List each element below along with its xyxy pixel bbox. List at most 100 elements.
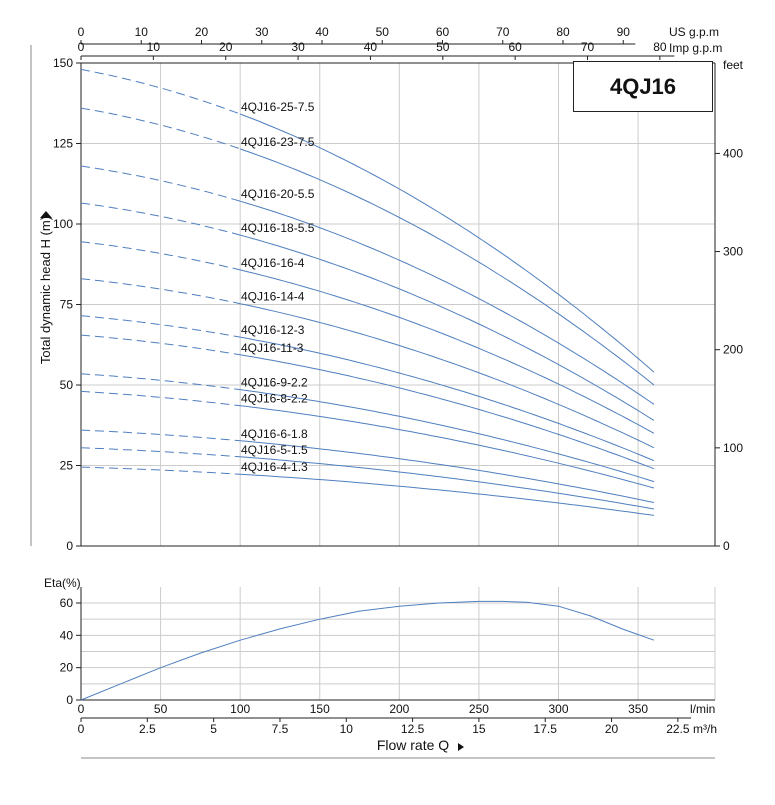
head-curve [240,303,655,449]
eta-y-tick-label: 60 [60,596,74,610]
us-gpm-tick-label: 90 [617,25,631,39]
head-curve-dashed [80,373,241,391]
imp-gpm-tick-label: 60 [508,40,522,54]
head-y-tick-label: 25 [60,459,74,473]
imp-gpm-tick-label: 50 [436,40,450,54]
us-gpm-tick-label: 10 [135,25,149,39]
m3h-tick-label: 12.5 [401,722,425,736]
m3h-tick-label: 7.5 [272,722,289,736]
lpm-tick-label: 0 [78,702,85,716]
curve-label: 4QJ16-6-1.8 [241,427,308,441]
us-gpm-tick-label: 40 [315,25,329,39]
m3h-tick-label: 22.5 [666,722,690,736]
feet-tick-label: 0 [723,539,730,553]
head-curve [240,269,655,434]
head-y-tick-label: 125 [53,137,73,151]
head-curve [240,354,655,470]
head-y-tick-label: 75 [60,298,74,312]
imp-gpm-tick-label: 70 [581,40,595,54]
lpm-tick-label: 250 [469,702,489,716]
lpm-tick-label: 100 [230,702,250,716]
lpm-tick-label: 350 [628,702,648,716]
eta-axis-title: Eta(%) [44,576,81,590]
m3h-tick-label: 0 [78,722,85,736]
head-y-tick-label: 50 [60,378,74,392]
m3h-tick-label: 20 [605,722,619,736]
us-gpm-unit: US g.p.m [669,25,719,39]
head-curve-dashed [80,466,241,475]
m3h-tick-label: 15 [472,722,486,736]
m3h-tick-label: 10 [340,722,354,736]
m3h-unit: m³/h [693,722,717,736]
eta-curve [80,600,655,701]
flow-rate-arrow-icon [458,743,464,751]
lpm-unit: l/min [690,702,715,716]
curve-label: 4QJ16-25-7.5 [241,100,315,114]
model-title-box: 4QJ16 [573,61,713,112]
curve-label: 4QJ16-12-3 [241,323,305,337]
us-gpm-tick-label: 60 [436,25,450,39]
head-curve-dashed [80,241,241,271]
head-y-tick-label: 100 [53,217,73,231]
curve-label: 4QJ16-23-7.5 [241,135,315,149]
head-axis-title: Total dynamic head H (m) [38,216,53,364]
feet-tick-label: 100 [723,441,743,455]
head-curve [240,456,655,510]
head-y-tick-label: 150 [53,56,73,70]
flow-rate-title: Flow rate Q [377,737,449,753]
curve-label: 4QJ16-14-4 [241,290,305,304]
curve-label: 4QJ16-9-2.2 [241,376,308,390]
head-curve [240,440,655,503]
head-axis-arrow-icon [40,211,52,218]
head-curve [240,336,655,462]
curve-label: 4QJ16-16-4 [241,256,305,270]
us-gpm-tick-label: 30 [255,25,269,39]
m3h-tick-label: 17.5 [534,722,558,736]
lpm-tick-label: 150 [310,702,330,716]
head-curve [240,473,655,516]
eta-y-tick-label: 20 [60,661,74,675]
feet-unit-label: feet [723,58,744,72]
us-gpm-tick-label: 0 [78,25,85,39]
feet-tick-label: 300 [723,245,743,259]
us-gpm-tick-label: 50 [376,25,390,39]
imp-gpm-tick-label: 0 [78,40,85,54]
eta-y-tick-label: 40 [60,628,74,642]
imp-gpm-tick-label: 20 [219,40,233,54]
curve-label: 4QJ16-8-2.2 [241,392,308,406]
lpm-tick-label: 300 [548,702,568,716]
head-curve-dashed [80,390,241,407]
m3h-tick-label: 5 [210,722,217,736]
head-curve [240,148,655,386]
head-curve-dashed [80,278,241,305]
imp-gpm-tick-label: 80 [653,40,667,54]
feet-tick-label: 400 [723,146,743,160]
head-curve [240,389,655,483]
head-curve [240,113,655,373]
us-gpm-tick-label: 80 [556,25,570,39]
curve-label: 4QJ16-18-5.5 [241,221,315,235]
head-curve [240,405,655,489]
us-gpm-tick-label: 20 [195,25,209,39]
us-gpm-tick-label: 70 [496,25,510,39]
eta-y-tick-label: 0 [66,693,73,707]
feet-tick-label: 200 [723,343,743,357]
curve-label: 4QJ16-5-1.5 [241,443,308,457]
curve-label: 4QJ16-4-1.3 [241,460,308,474]
lpm-tick-label: 200 [389,702,409,716]
head-y-tick-label: 0 [66,539,73,553]
lpm-tick-label: 50 [154,702,168,716]
imp-gpm-tick-label: 30 [291,40,305,54]
curve-label: 4QJ16-20-5.5 [241,187,315,201]
head-curve-dashed [80,447,241,458]
imp-gpm-tick-label: 40 [364,40,378,54]
imp-gpm-unit: Imp g.p.m [669,41,722,55]
m3h-tick-label: 2.5 [139,722,156,736]
imp-gpm-tick-label: 10 [147,40,161,54]
head-curve-dashed [80,429,241,442]
head-curve [240,234,655,421]
head-curve-dashed [80,315,241,338]
head-curve-dashed [80,334,241,356]
